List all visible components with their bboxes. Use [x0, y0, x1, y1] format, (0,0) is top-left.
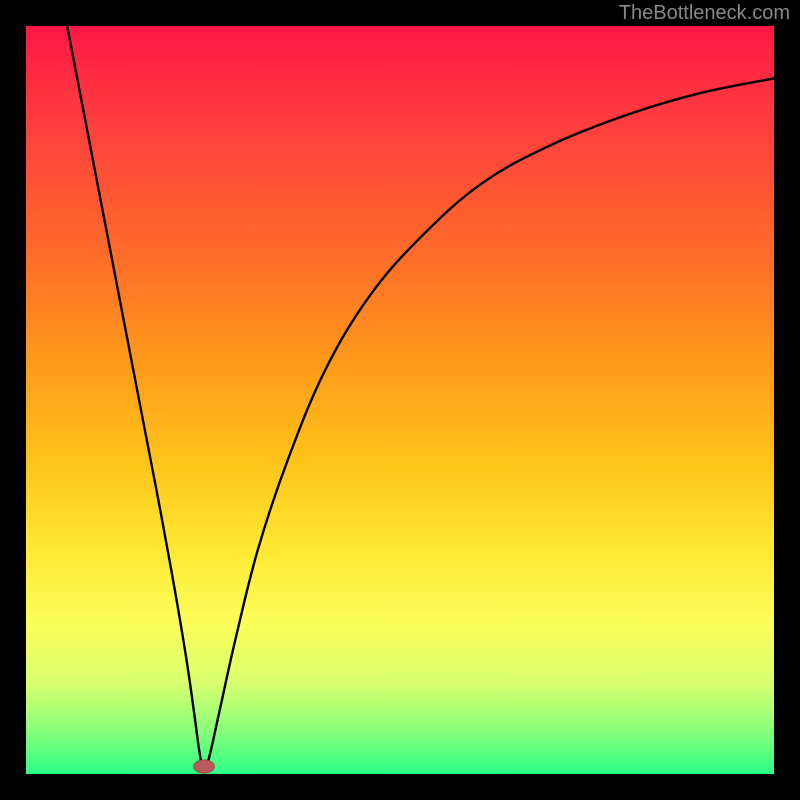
watermark-text: TheBottleneck.com — [619, 2, 790, 25]
minimum-marker — [194, 760, 215, 773]
chart-svg — [26, 26, 774, 774]
chart-plot-area — [26, 26, 774, 774]
